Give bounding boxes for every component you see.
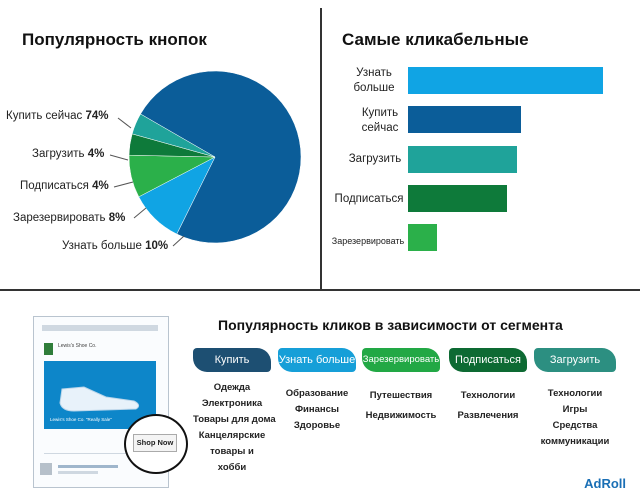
pie-leader-line: [172, 235, 185, 247]
mock-promo-text: Lewis's Shoe Co. "Really Sale": [50, 417, 112, 422]
segment-button-buy: Купить: [193, 348, 271, 372]
segment-item: Технологии: [460, 390, 516, 401]
pie-label-buy: Купить сейчас 74%: [6, 110, 109, 122]
segment-item: Путешествия: [369, 390, 433, 401]
segment-item: Средства: [552, 420, 598, 431]
pie-chart-title: Популярность кнопок: [22, 30, 207, 49]
segment-button-subscribe: Подписаться: [449, 348, 527, 372]
mock-promo-box: Lewis's Shoe Co. "Really Sale": [44, 361, 156, 429]
bar-label-reserve: Зарезервировать: [331, 236, 405, 246]
segment-button-download: Загрузить: [534, 348, 616, 372]
segment-item: Одежда: [213, 382, 251, 393]
bar-download: [408, 146, 518, 173]
shop-now-button[interactable]: Shop Now: [133, 434, 177, 452]
pie-leader-line: [117, 117, 132, 129]
segment-item: Недвижимость: [365, 410, 437, 421]
segment-item: коммуникации: [540, 436, 610, 447]
segment-item: товары и: [210, 446, 254, 457]
segment-column-learn: Узнать больше Образование Финансы Здоров…: [278, 348, 356, 434]
bar-buy: [408, 106, 522, 133]
bar-chart-title: Самые кликабельные: [342, 30, 529, 49]
mock-logo-icon: [44, 343, 53, 355]
pie-slice-buy: [140, 70, 302, 244]
pie-leader-line: [113, 181, 134, 188]
adroll-logo: AdRoll: [584, 476, 626, 491]
ad-mockup: Lewis's Shoe Co. Lewis's Shoe Co. "Reall…: [33, 316, 169, 488]
segment-item: Образование: [285, 388, 349, 399]
segment-item: Электроника: [201, 398, 263, 409]
segment-item: Технологии: [547, 388, 603, 399]
vertical-divider: [320, 8, 322, 290]
bar-label-subscribe: Подписаться: [334, 193, 404, 205]
bar-label-learn: Узнать больше: [353, 67, 395, 94]
segment-item: Игры: [562, 404, 588, 415]
segment-button-reserve: Зарезервировать: [362, 348, 440, 372]
pie-label-subscribe: Подписаться 4%: [20, 180, 109, 192]
bar-reserve: [408, 224, 438, 251]
bar-label-buy: Купить сейчас: [361, 107, 399, 134]
horizontal-divider: [0, 289, 640, 291]
bar-learn: [408, 67, 603, 94]
pie-label-download: Загрузить 4%: [32, 148, 105, 160]
mock-text-line: [58, 471, 98, 474]
shoe-icon: [59, 386, 140, 412]
bar-subscribe: [408, 185, 508, 212]
segment-button-learn: Узнать больше: [278, 348, 356, 372]
mock-header-bar: [42, 325, 158, 331]
mock-avatar: [40, 463, 52, 475]
segment-item: Финансы: [294, 404, 340, 415]
bar-label-download: Загрузить: [348, 153, 402, 165]
mock-brand-text: Lewis's Shoe Co.: [58, 343, 97, 349]
segment-item: Канцелярские: [198, 430, 266, 441]
segment-item: хобби: [217, 462, 247, 473]
segment-title: Популярность кликов в зависимости от сег…: [218, 317, 563, 333]
pie-slice-download: [131, 113, 216, 158]
mock-text-line: [58, 465, 118, 468]
pie-leader-line: [109, 154, 129, 161]
segment-column-download: Загрузить Технологии Игры Средства комму…: [534, 348, 616, 450]
mock-divider: [44, 453, 158, 454]
segment-column-reserve: Зарезервировать Путешествия Недвижимость: [362, 348, 440, 426]
segment-column-subscribe: Подписаться Технологии Развлечения: [449, 348, 527, 426]
pie-chart: [109, 70, 302, 247]
segment-column-buy: Купить Одежда Электроника Товары для дом…: [193, 348, 276, 476]
pie-label-learn: Узнать больше 10%: [62, 240, 169, 252]
pie-label-reserve: Зарезервировать 8%: [13, 212, 126, 224]
pie-leader-line: [133, 207, 147, 219]
segment-item: Развлечения: [457, 410, 519, 421]
segment-item: Товары для дома: [193, 414, 276, 425]
segment-item: Здоровье: [293, 420, 341, 431]
